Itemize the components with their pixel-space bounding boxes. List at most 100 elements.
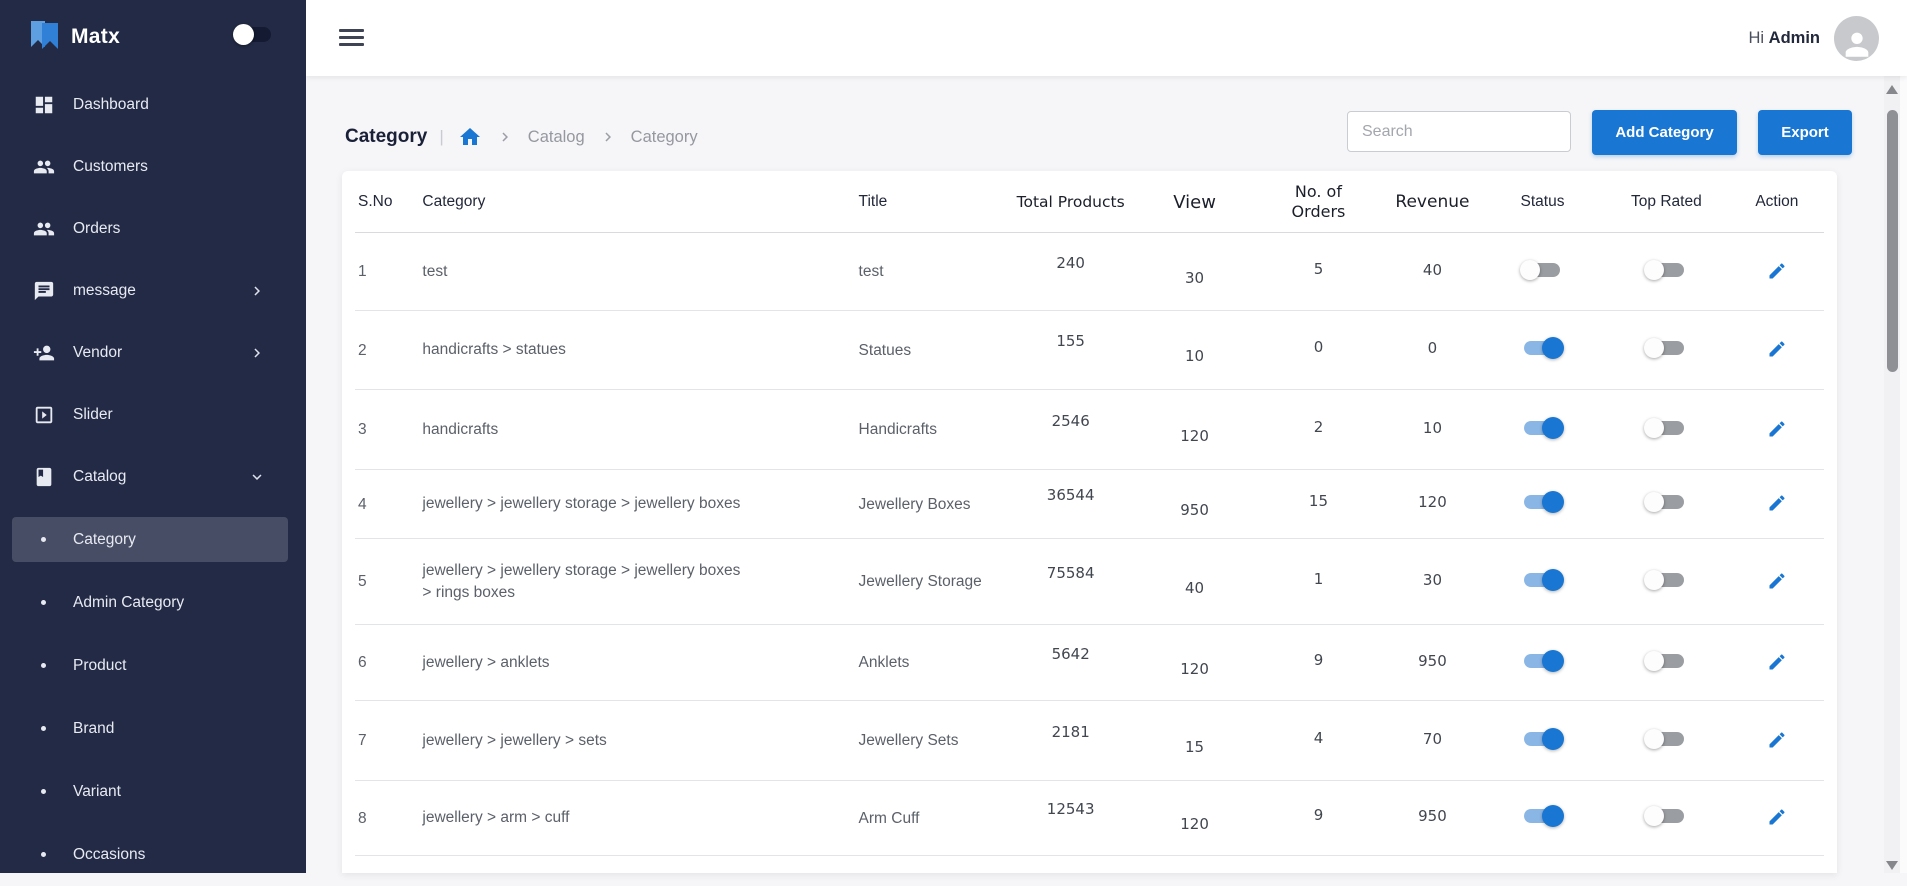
top-rated-toggle[interactable] — [1644, 569, 1688, 591]
top-rated-toggle[interactable] — [1644, 417, 1688, 439]
edit-icon — [1769, 572, 1785, 588]
scroll-down-arrow-icon[interactable] — [1886, 861, 1898, 870]
status-toggle[interactable] — [1520, 727, 1565, 750]
bullet-icon — [41, 600, 46, 605]
cell-sno: 5 — [358, 573, 367, 590]
slideshow-icon — [33, 404, 55, 426]
breadcrumb: Category | Catalog Category — [345, 123, 698, 151]
cell-category: handicrafts > statues — [422, 341, 566, 359]
table-row: 6 jewellery > anklets Anklets 5642 120 9… — [342, 625, 1837, 701]
cell-top-rated — [1603, 728, 1730, 755]
matx-logo-icon — [29, 20, 61, 55]
sidebar-subitem-product[interactable]: Product — [0, 634, 306, 697]
window-edge — [1900, 76, 1907, 873]
page-title: Category — [345, 126, 428, 147]
sidebar-subitem-variant[interactable]: Variant — [0, 760, 306, 823]
cell-top-rated — [1603, 337, 1730, 364]
breadcrumb-category[interactable]: Category — [630, 127, 698, 146]
cell-view: 40 — [1185, 578, 1205, 597]
top-rated-toggle[interactable] — [1644, 805, 1688, 827]
cell-revenue: 950 — [1418, 651, 1447, 670]
table-row: 8 jewellery > arm > cuff Arm Cuff 12543 … — [342, 781, 1837, 856]
cell-sno: 6 — [358, 654, 367, 671]
cell-sno: 7 — [358, 732, 367, 749]
cell-sno: 2 — [358, 341, 367, 359]
sidebar-item-slider[interactable]: Slider — [0, 384, 306, 446]
sidebar-subitem-category[interactable]: Category — [0, 508, 306, 571]
home-icon[interactable] — [458, 125, 482, 149]
cell-top-rated — [1603, 569, 1730, 596]
edit-button[interactable] — [1763, 257, 1791, 288]
cell-category: jewellery > jewellery > sets — [422, 731, 607, 749]
book-icon — [33, 466, 55, 488]
selection-highlight — [12, 517, 288, 562]
avatar[interactable] — [1834, 15, 1879, 61]
scrollbar-thumb[interactable] — [1887, 110, 1898, 372]
edit-button[interactable] — [1763, 415, 1791, 446]
cell-action — [1730, 415, 1824, 446]
bullet-icon — [41, 852, 46, 857]
cell-revenue: 40 — [1422, 260, 1442, 279]
cell-revenue: 950 — [1418, 807, 1447, 825]
sidebar-nav: Dashboard Customers Orders message Vendo… — [0, 74, 306, 886]
cell-total-products: 36544 — [1046, 486, 1095, 504]
chevron-right-icon — [599, 128, 617, 146]
cell-category: test — [422, 262, 448, 280]
chevron-right-icon — [248, 344, 266, 362]
edit-button[interactable] — [1763, 567, 1791, 598]
edit-icon — [1769, 809, 1785, 825]
edit-button[interactable] — [1763, 803, 1791, 834]
scroll-up-arrow-icon[interactable] — [1886, 85, 1898, 94]
status-toggle[interactable] — [1520, 416, 1565, 439]
sidebar-subitem-admin-category[interactable]: Admin Category — [0, 571, 306, 634]
status-toggle[interactable] — [1520, 568, 1565, 591]
cell-total-products: 75584 — [1046, 563, 1095, 582]
cell-title: test — [858, 263, 884, 280]
sidebar-item-dashboard[interactable]: Dashboard — [0, 74, 306, 136]
add-category-button[interactable]: Add Category — [1592, 110, 1737, 155]
top-rated-toggle[interactable] — [1644, 259, 1688, 281]
cell-title: Anklets — [858, 654, 910, 671]
chevron-down-icon — [248, 468, 266, 486]
column-header-view: View — [1173, 191, 1216, 213]
column-header-top-rated: Top Rated — [1631, 193, 1702, 210]
cell-view: 10 — [1185, 347, 1205, 365]
export-button[interactable]: Export — [1758, 110, 1852, 155]
status-toggle[interactable] — [1520, 337, 1565, 359]
menu-toggle-icon[interactable] — [339, 29, 364, 47]
scrollbar[interactable] — [1884, 76, 1900, 873]
cell-status — [1482, 727, 1603, 755]
chevron-right-icon — [496, 128, 514, 146]
sidebar-item-vendor[interactable]: Vendor — [0, 322, 306, 384]
edit-button[interactable] — [1763, 335, 1791, 366]
edit-button[interactable] — [1763, 648, 1791, 679]
sidebar-subitem-occasions[interactable]: Occasions — [0, 823, 306, 886]
edit-icon — [1769, 731, 1785, 747]
sidebar-item-catalog[interactable]: Catalog — [0, 446, 306, 508]
chevron-right-icon — [248, 282, 266, 300]
top-rated-toggle[interactable] — [1644, 728, 1688, 750]
edit-button[interactable] — [1763, 489, 1791, 520]
sidebar-subitem-brand[interactable]: Brand — [0, 697, 306, 760]
edit-icon — [1769, 420, 1785, 436]
cell-top-rated — [1603, 805, 1730, 832]
top-rated-toggle[interactable] — [1644, 650, 1688, 672]
status-toggle[interactable] — [1520, 259, 1564, 281]
cell-status — [1482, 568, 1603, 596]
sidebar-item-orders[interactable]: Orders — [0, 198, 306, 260]
top-rated-toggle[interactable] — [1644, 491, 1688, 513]
sidenav-mode-toggle[interactable] — [233, 24, 271, 45]
sidebar-item-message[interactable]: message — [0, 260, 306, 322]
breadcrumb-catalog[interactable]: Catalog — [527, 127, 585, 146]
cell-orders: 1 — [1313, 569, 1324, 588]
status-toggle[interactable] — [1520, 805, 1565, 827]
table-row: 5 jewellery > jewellery storage > jewell… — [342, 539, 1837, 625]
status-toggle[interactable] — [1520, 649, 1565, 672]
status-toggle[interactable] — [1520, 491, 1565, 513]
cell-status — [1482, 805, 1603, 832]
search-input[interactable] — [1347, 111, 1571, 152]
edit-button[interactable] — [1763, 726, 1791, 757]
column-header-revenue: Revenue — [1395, 192, 1470, 212]
top-rated-toggle[interactable] — [1644, 337, 1688, 359]
sidebar-item-customers[interactable]: Customers — [0, 136, 306, 198]
